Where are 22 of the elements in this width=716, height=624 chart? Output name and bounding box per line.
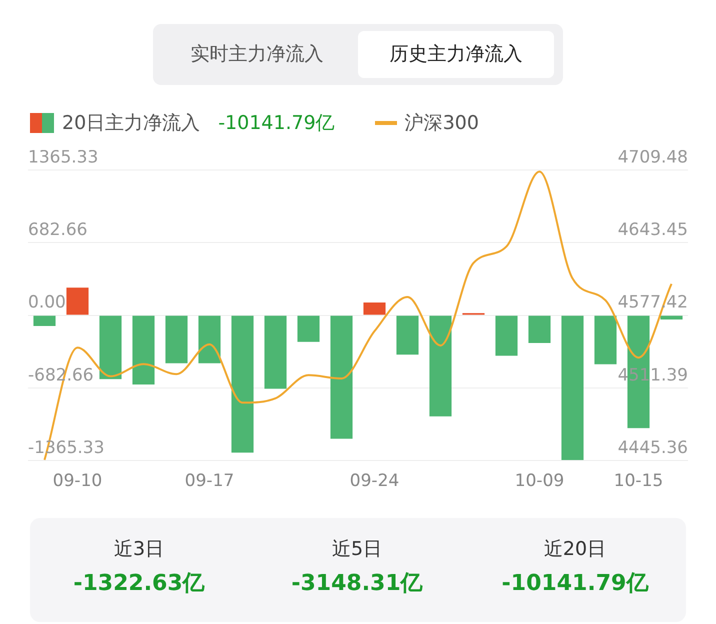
y2-tick-label: 4709.48 [618, 147, 688, 168]
y2-tick-label: 4643.45 [618, 220, 688, 240]
x-tick-label: 09-24 [350, 471, 400, 492]
text: 近20日 [542, 537, 608, 562]
x-tick-label: 09-10 [52, 471, 102, 492]
legend-label: 20日主力净流入 [62, 111, 200, 136]
x-tick-label: 10-09 [514, 471, 564, 492]
text: 近3日 [112, 537, 166, 562]
text: 实时主力净流入 [190, 42, 324, 67]
x-tick-label: 10-15 [614, 471, 664, 492]
y2-tick-label: 4445.36 [618, 438, 688, 458]
y-tick-label: 0.00 [28, 292, 66, 313]
text: -1322.63亿 [72, 570, 206, 598]
text: 近5日 [330, 537, 384, 562]
text: -10141.79亿 [218, 111, 335, 136]
text: -3148.31亿 [290, 570, 424, 598]
text: -10141.79亿 [500, 570, 650, 598]
y-tick-label: 682.66 [28, 220, 88, 240]
legend-label: 沪深300 [404, 111, 479, 136]
y-tick-label: 1365.33 [28, 147, 98, 168]
text: 历史主力净流入 [358, 31, 554, 78]
x-tick-label: 09-17 [184, 471, 234, 492]
